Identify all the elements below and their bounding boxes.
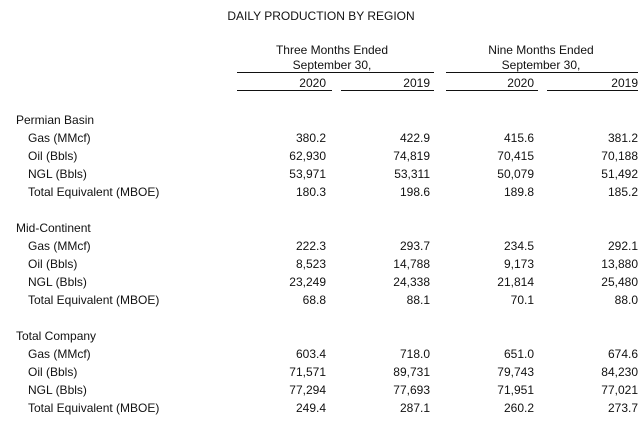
column-header-2019-nine: 2019 (611, 76, 638, 90)
table-cell: 180.3 (295, 185, 326, 199)
table-cell: 260.2 (503, 401, 534, 415)
table-cell: 381.2 (607, 131, 638, 145)
table-cell: 13,880 (601, 257, 638, 271)
table-cell: 292.1 (607, 239, 638, 253)
table-cell: 287.1 (399, 401, 430, 415)
table-cell: 77,021 (601, 383, 638, 397)
table-cell: 603.4 (295, 347, 326, 361)
page-title: DAILY PRODUCTION BY REGION (227, 9, 415, 23)
group-header-three-months-line1: Three Months Ended (275, 43, 389, 57)
table-cell: 198.6 (399, 185, 430, 199)
table-cell: 14,788 (393, 257, 430, 271)
table-cell: 189.8 (503, 185, 534, 199)
column-header-2020-three: 2020 (299, 76, 326, 90)
table-cell: 53,311 (394, 167, 430, 181)
row-label: Oil (Bbls) (28, 257, 78, 271)
group-rule-nine-months (446, 72, 638, 73)
table-cell: 68.8 (302, 293, 326, 307)
table-cell: 77,693 (393, 383, 430, 397)
year-rule (547, 90, 638, 91)
row-label: Total Equivalent (MBOE) (28, 185, 160, 199)
table-cell: 51,492 (601, 167, 638, 181)
section-heading: Mid-Continent (16, 221, 91, 235)
row-label: NGL (Bbls) (28, 167, 87, 181)
row-label: Total Equivalent (MBOE) (28, 293, 160, 307)
table-cell: 89,731 (393, 365, 430, 379)
table-cell: 62,930 (289, 149, 326, 163)
group-header-nine-months-line2: September 30, (501, 58, 581, 72)
column-header-2019-three: 2019 (403, 76, 430, 90)
row-label: Total Equivalent (MBOE) (28, 401, 160, 415)
year-rule (237, 90, 332, 91)
table-cell: 71,571 (289, 365, 326, 379)
table-cell: 88.1 (406, 293, 430, 307)
row-label: NGL (Bbls) (28, 383, 87, 397)
group-header-nine-months-line1: Nine Months Ended (488, 43, 594, 57)
table-cell: 273.7 (607, 401, 638, 415)
group-header-three-months-line2: September 30, (292, 58, 372, 72)
table-cell: 8,523 (295, 257, 326, 271)
table-cell: 77,294 (289, 383, 326, 397)
table-cell: 185.2 (607, 185, 638, 199)
row-label: Gas (MMcf) (28, 239, 91, 253)
table-cell: 380.2 (295, 131, 326, 145)
table-cell: 24,338 (393, 275, 430, 289)
section-heading: Permian Basin (16, 113, 95, 127)
table-cell: 25,480 (601, 275, 638, 289)
table-cell: 84,230 (601, 365, 638, 379)
table-cell: 21,814 (497, 275, 534, 289)
table-cell: 23,249 (289, 275, 326, 289)
table-cell: 415.6 (503, 131, 534, 145)
group-rule-three-months (237, 72, 434, 73)
table-cell: 651.0 (503, 347, 534, 361)
row-label: Gas (MMcf) (28, 347, 91, 361)
table-cell: 249.4 (295, 401, 326, 415)
section-heading: Total Company (16, 329, 97, 343)
table-cell: 50,079 (497, 167, 534, 181)
table-cell: 422.9 (399, 131, 430, 145)
year-rule (446, 90, 538, 91)
table-cell: 718.0 (399, 347, 430, 361)
table-cell: 88.0 (614, 293, 638, 307)
table-cell: 293.7 (399, 239, 430, 253)
table-cell: 234.5 (503, 239, 534, 253)
table-cell: 53,971 (289, 167, 326, 181)
table-cell: 71,951 (497, 383, 534, 397)
table-cell: 222.3 (295, 239, 326, 253)
year-rule (341, 90, 434, 91)
column-header-2020-nine: 2020 (507, 76, 534, 90)
row-label: Oil (Bbls) (28, 365, 78, 379)
table-cell: 70,415 (497, 149, 534, 163)
table-cell: 79,743 (497, 365, 534, 379)
row-label: Gas (MMcf) (28, 131, 91, 145)
table-cell: 70,188 (601, 149, 638, 163)
row-label: Oil (Bbls) (28, 149, 78, 163)
table-cell: 70.1 (510, 293, 534, 307)
row-label: NGL (Bbls) (28, 275, 87, 289)
table-cell: 74,819 (393, 149, 430, 163)
table-cell: 9,173 (503, 257, 534, 271)
table-cell: 674.6 (607, 347, 638, 361)
